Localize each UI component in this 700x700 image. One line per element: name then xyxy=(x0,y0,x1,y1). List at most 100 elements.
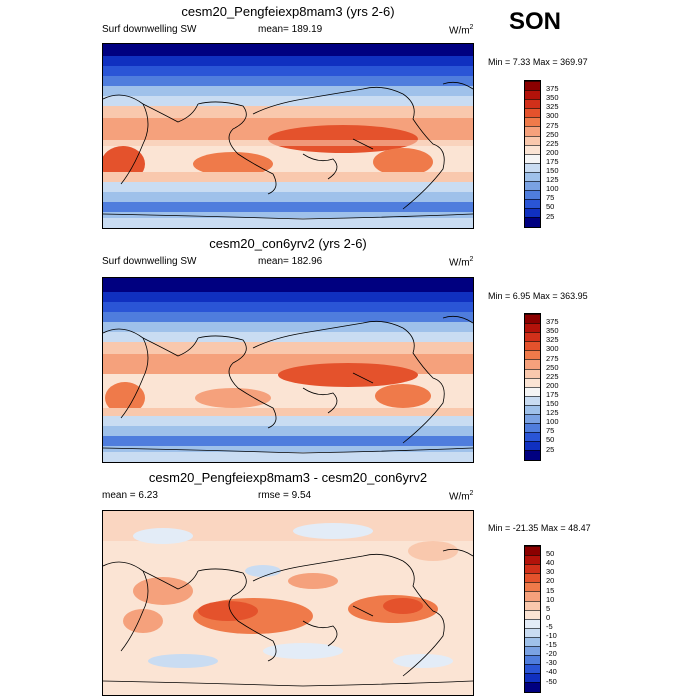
colorbar-tick-label: -10 xyxy=(546,631,557,640)
colorbar-swatch xyxy=(525,90,540,100)
colorbar-swatch xyxy=(525,126,540,136)
colorbar-swatch xyxy=(525,386,540,396)
colorbar-tick-label: -50 xyxy=(546,676,557,686)
colorbar-tick-label: -30 xyxy=(546,658,557,668)
colorbar-tick-label: -15 xyxy=(546,640,557,650)
colorbar-tick-label: 10 xyxy=(546,594,555,604)
colorbar-swatch xyxy=(525,208,540,218)
season-label: SON xyxy=(509,8,562,35)
colorbar-swatch xyxy=(525,153,540,163)
colorbar-tick-label: 225 xyxy=(546,371,559,381)
colorbar-swatch xyxy=(525,199,540,209)
colorbar-tick-label: 200 xyxy=(546,147,559,157)
colorbar-swatch xyxy=(525,655,540,665)
colorbar-swatch xyxy=(525,341,540,351)
colorbar-tick-label: 150 xyxy=(546,166,559,175)
panel-1-variable-label: Surf downwelling SW xyxy=(102,24,197,35)
colorbar-swatch xyxy=(525,350,540,360)
colorbar-tick-label: 75 xyxy=(546,426,555,436)
colorbar-swatch xyxy=(525,591,540,601)
colorbar-swatch xyxy=(525,664,540,674)
colorbar-swatch xyxy=(525,368,540,378)
panel-1-minmax: Min = 7.33 Max = 369.97 xyxy=(488,57,588,67)
colorbar-tick-label: 300 xyxy=(546,344,559,354)
colorbar-tick-label: 225 xyxy=(546,138,559,148)
colorbar-swatch xyxy=(525,395,540,405)
panel-2-variable-label: Surf downwelling SW xyxy=(102,256,197,267)
colorbar-swatch xyxy=(525,314,540,324)
panel-3-units: W/m2 xyxy=(449,490,474,503)
colorbar-tick-label: 275 xyxy=(546,353,559,363)
panel-2-minmax: Min = 6.95 Max = 363.95 xyxy=(488,291,588,301)
colorbar-tick-label: 125 xyxy=(546,408,559,418)
panel-1-title: cesm20_Pengfeiexp8mam3 (yrs 2-6) xyxy=(181,4,395,19)
colorbar-tick-label: 5 xyxy=(546,603,551,613)
colorbar-swatch xyxy=(525,582,540,592)
colorbar-swatch xyxy=(525,682,540,692)
colorbar-tick-label: 150 xyxy=(546,399,559,408)
colorbar-tick-label: 30 xyxy=(546,567,555,577)
colorbar-swatch xyxy=(525,546,540,556)
colorbar-tick-label: 50 xyxy=(546,435,555,445)
panel-1-units: W/m2 xyxy=(449,24,474,37)
colorbar-swatch xyxy=(525,600,540,610)
colorbar-swatch xyxy=(525,441,540,451)
colorbar-tick-label: 325 xyxy=(546,335,559,345)
colorbar-swatch xyxy=(525,144,540,154)
panel-1-map xyxy=(102,43,474,229)
colorbar-swatch xyxy=(525,217,540,227)
panel-2-title: cesm20_con6yrv2 (yrs 2-6) xyxy=(209,236,367,251)
colorbar-swatch xyxy=(525,414,540,424)
colorbar-tick-label: 100 xyxy=(546,184,559,194)
panel-1-colorbar xyxy=(524,80,541,228)
colorbar-swatch xyxy=(525,618,540,628)
colorbar-tick-label: 375 xyxy=(546,317,559,327)
colorbar-swatch xyxy=(525,673,540,683)
colorbar-tick-label: -5 xyxy=(546,621,553,631)
colorbar-tick-label: 175 xyxy=(546,389,559,399)
colorbar-tick-label: 250 xyxy=(546,129,559,139)
colorbar-swatch xyxy=(525,423,540,433)
colorbar-swatch xyxy=(525,332,540,342)
colorbar-tick-label: 75 xyxy=(546,193,555,203)
panel-1-mean: mean= 189.19 xyxy=(258,24,323,35)
panel-3-map xyxy=(102,510,474,696)
colorbar-swatch xyxy=(525,181,540,191)
panel-2-colorbar xyxy=(524,313,541,461)
colorbar-tick-label: 25 xyxy=(546,211,555,221)
colorbar-tick-label: 40 xyxy=(546,558,555,568)
colorbar-swatch xyxy=(525,404,540,415)
panel-2-map xyxy=(102,277,474,463)
panel-2-mean: mean= 182.96 xyxy=(258,256,323,267)
colorbar-tick-label: 350 xyxy=(546,326,559,336)
panel-2-units: W/m2 xyxy=(449,256,474,269)
colorbar-swatch xyxy=(525,99,540,109)
colorbar-swatch xyxy=(525,135,540,145)
colorbar-tick-label: 0 xyxy=(546,612,551,622)
colorbar-swatch xyxy=(525,171,540,182)
colorbar-tick-label: 350 xyxy=(546,93,559,103)
colorbar-tick-label: 325 xyxy=(546,102,559,112)
colorbar-tick-label: 275 xyxy=(546,120,559,130)
colorbar-tick-label: 250 xyxy=(546,362,559,372)
colorbar-tick-label: 50 xyxy=(546,549,555,559)
colorbar-tick-label: 25 xyxy=(546,444,555,454)
colorbar-tick-label: 300 xyxy=(546,111,559,121)
colorbar-swatch xyxy=(525,117,540,127)
colorbar-tick-label: 175 xyxy=(546,156,559,166)
colorbar-tick-label: 200 xyxy=(546,380,559,390)
colorbar-tick-label: 50 xyxy=(546,202,555,212)
colorbar-tick-label: 125 xyxy=(546,175,559,185)
colorbar-swatch xyxy=(525,636,540,647)
colorbar-swatch xyxy=(525,108,540,118)
colorbar-tick-label: -20 xyxy=(546,649,557,659)
panel-3-rmse: rmse = 9.54 xyxy=(258,490,312,501)
colorbar-swatch xyxy=(525,323,540,333)
colorbar-swatch xyxy=(525,190,540,200)
colorbar-swatch xyxy=(525,646,540,656)
colorbar-swatch xyxy=(525,564,540,574)
colorbar-tick-label: -40 xyxy=(546,667,557,677)
panel-3-colorbar xyxy=(524,545,541,693)
colorbar-tick-label: 375 xyxy=(546,84,559,94)
panel-3-minmax: Min = -21.35 Max = 48.47 xyxy=(488,523,591,533)
